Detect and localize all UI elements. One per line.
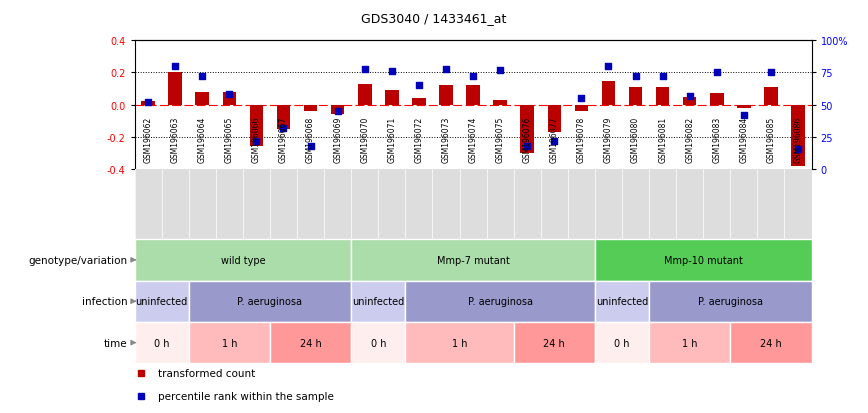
Text: genotype/variation: genotype/variation [29, 255, 128, 265]
Bar [764, 88, 778, 105]
Bar [188, 281, 352, 322]
Point [358, 66, 372, 73]
Point [520, 143, 534, 150]
Text: uninfected: uninfected [135, 297, 187, 306]
Bar [352, 322, 405, 363]
Bar [188, 322, 270, 363]
Bar [195, 93, 209, 105]
Bar [493, 100, 507, 105]
Point [168, 64, 182, 70]
Bar [521, 105, 534, 153]
Bar [730, 322, 812, 363]
Bar [385, 91, 398, 105]
Bar [270, 322, 352, 363]
Text: Mmp-7 mutant: Mmp-7 mutant [437, 255, 510, 265]
Bar [168, 73, 182, 105]
Text: 1 h: 1 h [682, 338, 698, 348]
Point [222, 92, 236, 98]
Bar [792, 105, 805, 166]
Point [548, 138, 562, 145]
Point [466, 74, 480, 81]
Text: uninfected: uninfected [596, 297, 648, 306]
Bar [405, 281, 595, 322]
Point [791, 147, 805, 154]
Bar [352, 240, 595, 281]
Bar [710, 94, 724, 105]
Bar [222, 93, 236, 105]
Text: GDS3040 / 1433461_at: GDS3040 / 1433461_at [361, 12, 507, 25]
Point [655, 74, 669, 81]
Text: transformed count: transformed count [158, 368, 255, 378]
Point [710, 70, 724, 76]
Bar [439, 86, 453, 105]
Bar [683, 97, 696, 105]
Bar [656, 88, 669, 105]
Bar [141, 102, 155, 105]
Bar [737, 105, 751, 109]
Text: 24 h: 24 h [543, 338, 565, 348]
Text: 1 h: 1 h [451, 338, 467, 348]
Text: wild type: wild type [220, 255, 266, 265]
Text: P. aeruginosa: P. aeruginosa [698, 297, 763, 306]
Point [304, 143, 318, 150]
Bar [277, 105, 290, 129]
Bar [548, 105, 561, 133]
Text: Mmp-10 mutant: Mmp-10 mutant [664, 255, 743, 265]
Text: 0 h: 0 h [371, 338, 386, 348]
Bar [575, 105, 589, 112]
Text: 24 h: 24 h [760, 338, 782, 348]
Point [195, 74, 209, 81]
Point [439, 66, 453, 73]
Bar [135, 281, 188, 322]
Text: 0 h: 0 h [154, 338, 169, 348]
Bar [412, 99, 425, 105]
Point [683, 93, 697, 100]
Bar [628, 88, 642, 105]
Point [277, 125, 291, 132]
Point [331, 108, 345, 115]
Text: 1 h: 1 h [221, 338, 237, 348]
Bar [514, 322, 595, 363]
Text: P. aeruginosa: P. aeruginosa [238, 297, 302, 306]
Bar [358, 85, 372, 105]
Bar [595, 281, 649, 322]
Text: P. aeruginosa: P. aeruginosa [468, 297, 533, 306]
Text: infection: infection [82, 297, 128, 306]
Text: percentile rank within the sample: percentile rank within the sample [158, 391, 334, 401]
Bar [331, 105, 345, 115]
Bar [405, 322, 514, 363]
Bar [595, 322, 649, 363]
Point [764, 70, 778, 76]
Bar [602, 81, 615, 105]
Point [141, 100, 155, 106]
Bar [466, 86, 480, 105]
Point [737, 112, 751, 119]
Point [602, 64, 615, 70]
Bar [135, 322, 188, 363]
Bar [352, 281, 405, 322]
Point [628, 74, 642, 81]
Point [412, 83, 426, 89]
Bar [304, 105, 318, 112]
Text: 0 h: 0 h [615, 338, 630, 348]
Bar [595, 240, 812, 281]
Point [249, 138, 263, 145]
Text: 24 h: 24 h [299, 338, 321, 348]
Bar [135, 240, 352, 281]
Point [493, 67, 507, 74]
Bar [649, 281, 812, 322]
Bar [649, 322, 730, 363]
Point [385, 69, 398, 75]
Bar [250, 105, 263, 147]
Point [575, 95, 589, 102]
Text: time: time [104, 338, 128, 348]
Text: uninfected: uninfected [352, 297, 404, 306]
